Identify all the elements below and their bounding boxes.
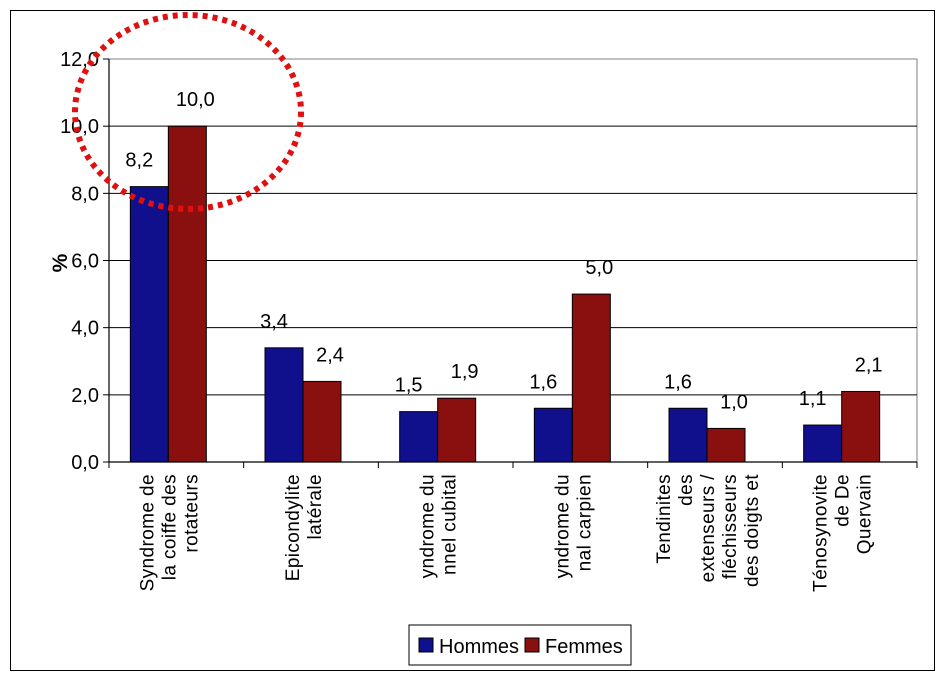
category-label-line: Syndrome de [137, 474, 158, 591]
y-tick-label: 4,0 [71, 318, 99, 340]
y-tick-label: 10,0 [60, 116, 99, 138]
category-label-line: rotateurs [181, 474, 202, 553]
category-label-line: Tendinites [654, 474, 675, 564]
category-label-line: de De [833, 474, 854, 527]
category-label-line: des doigts et [742, 474, 763, 587]
data-label: 5,0 [585, 257, 613, 279]
bar-chart: 0,0 2,0 4,0 6,0 8,0 10,0 12,0 8,2 10,0 Syndrome … [49, 12, 918, 666]
category-label-line: nnel cubital [440, 474, 461, 575]
bar-femmes-3 [571, 293, 611, 463]
legend-swatch-femmes [524, 637, 540, 653]
legend-swatch-hommes [418, 637, 434, 653]
data-label: 1,6 [529, 371, 557, 393]
category-label-line: la coiffe des [159, 474, 180, 580]
y-tick-label: 8,0 [71, 183, 99, 205]
data-label: 8,2 [125, 150, 153, 172]
category-label-line: extenseurs / [698, 474, 719, 583]
bar-femmes-5 [841, 390, 881, 463]
data-label: 1,6 [664, 371, 692, 393]
category-label-3: yndrome du nal carpien [552, 474, 595, 578]
category-label-line: yndrome du [418, 474, 439, 578]
y-tick-label: 2,0 [71, 385, 99, 407]
bar-hommes-3 [533, 407, 573, 463]
bar-hommes-5 [803, 424, 843, 463]
category-label-1: Epicondylite latérale [283, 474, 326, 581]
category-label-line: Quervain [855, 474, 876, 554]
category-label-4: Tendinites des extenseurs / fléchisseurs des… [654, 474, 763, 587]
bar-femmes-2 [437, 397, 477, 463]
category-label-line: Epicondylite [283, 474, 304, 581]
data-label: 2,4 [316, 344, 344, 366]
bar-hommes-4 [668, 407, 708, 463]
data-label: 1,5 [395, 375, 423, 397]
bar-femmes-0 [167, 125, 207, 463]
highlight-ellipse [72, 12, 304, 212]
data-label: 3,4 [260, 311, 288, 333]
y-axis-label: % [49, 253, 72, 272]
data-label: 1,9 [451, 361, 479, 383]
data-label: 10,0 [176, 89, 215, 111]
legend-box [408, 624, 632, 666]
legend-label-femmes: Femmes [545, 636, 623, 658]
category-label-line: yndrome du [552, 474, 573, 578]
category-label-line: Ténosynovite [811, 474, 832, 592]
bar-hommes-1 [264, 347, 304, 463]
data-label: 2,1 [855, 354, 883, 376]
category-label-line: fléchisseurs [720, 474, 741, 579]
data-label: 1,1 [799, 388, 827, 410]
bar-femmes-1 [302, 380, 342, 463]
data-label: 1,0 [720, 391, 748, 413]
category-label-5: Ténosynovite de De Quervain [811, 474, 876, 592]
bar-hommes-2 [399, 411, 439, 463]
y-tick-label: 0,0 [71, 452, 99, 474]
category-label-line: nal carpien [574, 474, 595, 571]
category-label-line: des [676, 474, 697, 506]
category-label-2: yndrome du nnel cubital [418, 474, 461, 578]
y-tick-label: 6,0 [71, 251, 99, 273]
legend-label-hommes: Hommes [439, 636, 519, 658]
category-label-0: Syndrome de la coiffe des rotateurs [137, 474, 202, 591]
chart-frame: 0,0 2,0 4,0 6,0 8,0 10,0 12,0 8,2 10,0 Syndrome … [10, 10, 935, 671]
y-tick-label: 12,0 [60, 49, 99, 71]
bar-femmes-4 [706, 427, 746, 463]
bar-hommes-0 [129, 186, 169, 463]
category-label-line: latérale [305, 474, 326, 540]
